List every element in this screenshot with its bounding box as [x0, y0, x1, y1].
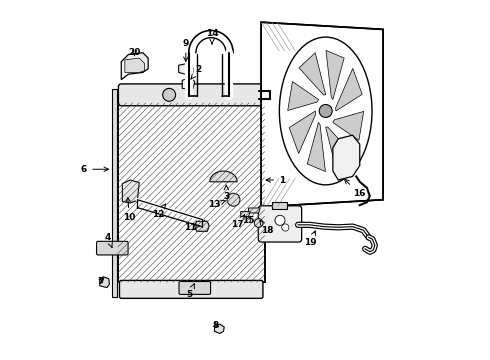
- Text: 17: 17: [231, 215, 245, 229]
- Polygon shape: [333, 135, 360, 180]
- Circle shape: [275, 215, 285, 225]
- Text: 18: 18: [260, 220, 273, 235]
- Polygon shape: [179, 63, 193, 75]
- Text: 7: 7: [98, 276, 104, 285]
- Bar: [112, 89, 117, 297]
- Circle shape: [227, 193, 240, 206]
- Polygon shape: [261, 22, 383, 207]
- Text: 19: 19: [304, 231, 317, 247]
- Polygon shape: [122, 180, 139, 203]
- Polygon shape: [100, 277, 109, 288]
- Polygon shape: [299, 53, 326, 95]
- FancyBboxPatch shape: [179, 282, 211, 294]
- Ellipse shape: [279, 37, 372, 185]
- Polygon shape: [333, 111, 364, 140]
- Polygon shape: [125, 58, 145, 72]
- Polygon shape: [118, 103, 265, 282]
- Text: 10: 10: [123, 198, 136, 222]
- Text: 4: 4: [105, 233, 112, 247]
- Polygon shape: [182, 78, 195, 89]
- Text: 8: 8: [213, 321, 219, 330]
- Circle shape: [254, 219, 263, 227]
- Bar: [272, 202, 288, 209]
- Polygon shape: [336, 68, 362, 111]
- Text: 2: 2: [191, 65, 202, 79]
- Polygon shape: [210, 171, 237, 182]
- Polygon shape: [288, 82, 318, 111]
- Text: 14: 14: [206, 29, 219, 44]
- Polygon shape: [307, 122, 325, 172]
- Text: 16: 16: [344, 179, 365, 198]
- Polygon shape: [122, 53, 148, 80]
- Circle shape: [282, 224, 289, 231]
- Text: 6: 6: [81, 165, 108, 174]
- Text: 13: 13: [208, 200, 226, 209]
- Circle shape: [163, 88, 175, 101]
- FancyBboxPatch shape: [120, 280, 263, 298]
- Text: 12: 12: [152, 204, 166, 219]
- Text: 9: 9: [183, 39, 189, 61]
- Polygon shape: [326, 127, 352, 169]
- Polygon shape: [326, 50, 344, 99]
- Text: 5: 5: [186, 284, 195, 298]
- Text: 11: 11: [184, 223, 199, 232]
- Text: 15: 15: [243, 216, 255, 225]
- Text: 20: 20: [128, 48, 141, 57]
- Polygon shape: [241, 212, 250, 217]
- FancyBboxPatch shape: [258, 206, 302, 242]
- Text: 3: 3: [223, 185, 229, 201]
- FancyBboxPatch shape: [119, 84, 264, 106]
- Text: 1: 1: [266, 176, 285, 185]
- Polygon shape: [195, 221, 209, 231]
- FancyBboxPatch shape: [97, 241, 128, 255]
- Polygon shape: [215, 324, 224, 333]
- Polygon shape: [248, 208, 260, 213]
- Circle shape: [198, 220, 205, 226]
- Polygon shape: [289, 111, 316, 153]
- Circle shape: [319, 104, 332, 117]
